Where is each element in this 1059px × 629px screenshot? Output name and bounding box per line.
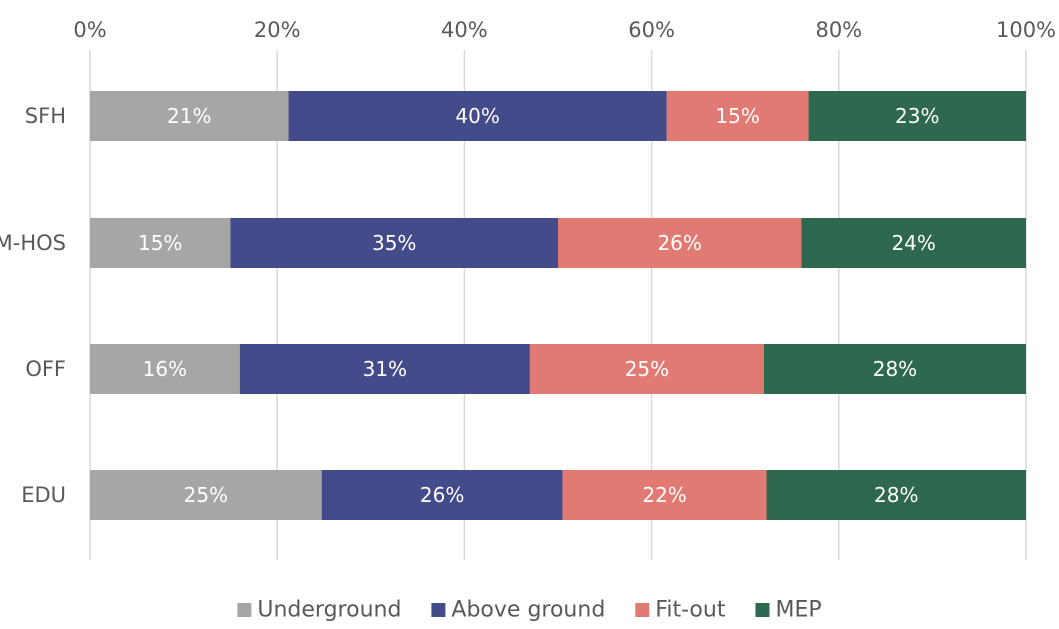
legend-swatch xyxy=(237,603,252,617)
data-label: 25% xyxy=(184,483,228,507)
data-label: 35% xyxy=(372,231,416,255)
x-tick-label: 0% xyxy=(73,18,106,42)
data-label: 26% xyxy=(420,483,464,507)
legend: Underground Above ground Fit-out MEP xyxy=(237,598,822,623)
data-label: 25% xyxy=(625,357,669,381)
legend-label: Above ground xyxy=(451,598,605,623)
data-label: 28% xyxy=(874,483,918,507)
bar-segment xyxy=(766,470,1026,520)
legend-swatch xyxy=(431,603,446,617)
x-tick-label: 80% xyxy=(815,18,862,42)
category-label: OFF xyxy=(25,357,66,381)
x-axis-ticks: 0% 20% 40% 60% 80% 100% xyxy=(73,18,1056,42)
bar-segment xyxy=(763,344,1026,394)
data-label: 21% xyxy=(167,104,211,128)
bar-segment xyxy=(666,91,809,141)
data-labels: 21% 40% 15% 23% 15% 35% 26% 24% 16% 31% 25% 28% 25% 2… xyxy=(138,104,940,507)
legend-swatch xyxy=(635,603,650,617)
x-tick-label: 40% xyxy=(441,18,488,42)
bar-segment xyxy=(321,470,563,520)
bar-segment xyxy=(808,91,1026,141)
data-label: 15% xyxy=(715,104,759,128)
data-label: 28% xyxy=(873,357,917,381)
data-label: 22% xyxy=(642,483,686,507)
bar-segment xyxy=(562,470,767,520)
bar-segment xyxy=(558,218,802,268)
data-label: 40% xyxy=(455,104,499,128)
bar-segment xyxy=(801,218,1026,268)
bar-segment xyxy=(230,218,558,268)
legend-label: MEP xyxy=(775,598,821,623)
bar-segment xyxy=(529,344,764,394)
x-tick-label: 60% xyxy=(628,18,675,42)
bars xyxy=(90,91,1026,520)
bar-segment xyxy=(90,91,289,141)
category-label: EDU xyxy=(21,483,66,507)
legend-label: Fit-out xyxy=(655,598,726,623)
data-label: 16% xyxy=(143,357,187,381)
bar-segment xyxy=(90,344,240,394)
bar-segment xyxy=(90,470,322,520)
bar-segment xyxy=(239,344,530,394)
x-tick-label: 20% xyxy=(254,18,301,42)
bar-segment xyxy=(90,218,231,268)
category-label: M-HOS xyxy=(0,231,66,255)
data-label: 23% xyxy=(895,104,939,128)
bar-segment xyxy=(288,91,667,141)
data-label: 31% xyxy=(363,357,407,381)
category-label: SFH xyxy=(25,104,66,128)
category-labels: SFH M-HOS OFF EDU xyxy=(0,104,66,507)
x-tick-label: 100% xyxy=(996,18,1056,42)
data-label: 26% xyxy=(657,231,701,255)
data-label: 24% xyxy=(891,231,935,255)
data-label: 15% xyxy=(138,231,182,255)
legend-label: Underground xyxy=(257,598,401,623)
legend-swatch xyxy=(755,603,770,617)
